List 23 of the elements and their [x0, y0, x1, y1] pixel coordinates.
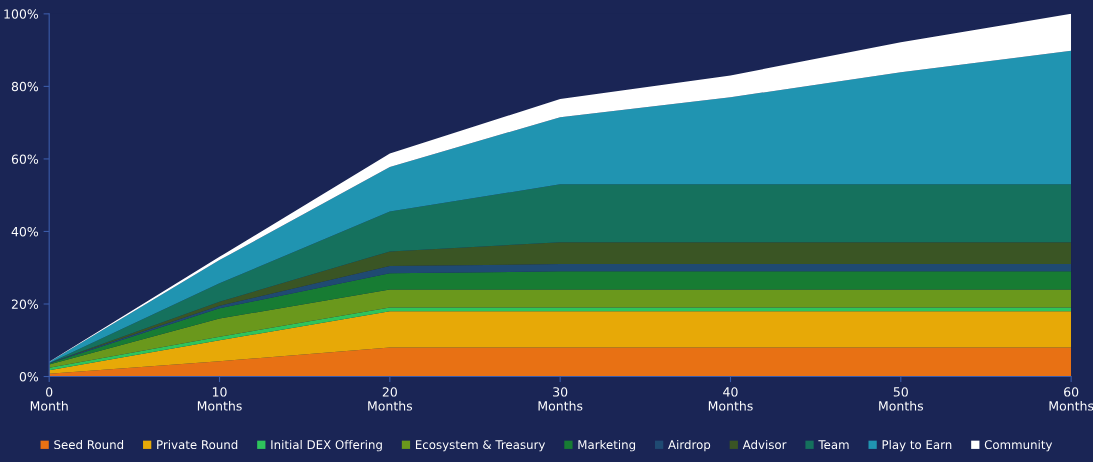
- legend-label: Play to Earn: [882, 439, 952, 452]
- y-tick-label: 100%: [4, 9, 39, 19]
- legend-label: Ecosystem & Treasury: [415, 440, 546, 452]
- x-tick-label: 30 Months: [538, 387, 583, 411]
- y-tick-label: 20%: [11, 299, 39, 309]
- legend-label: Community: [984, 439, 1053, 452]
- legend-label: Airdrop: [668, 439, 711, 452]
- y-tick-label: 60%: [11, 154, 39, 164]
- x-tick-label: 60 Months: [1049, 387, 1093, 411]
- x-tick-label: 0 Month: [30, 387, 68, 411]
- legend-label: Private Round: [157, 439, 238, 450]
- x-tick-label: 40 Months: [708, 387, 753, 411]
- y-tick-label: 0%: [19, 372, 39, 382]
- legend-label: Initial DEX Offering: [271, 439, 382, 452]
- legend-label: Marketing: [578, 439, 636, 452]
- y-tick-label: 40%: [11, 226, 39, 237]
- x-tick-label: 10 Months: [197, 387, 242, 411]
- legend-label: Seed Round: [54, 439, 124, 450]
- y-tick-label: 80%: [11, 81, 39, 92]
- legend-label: Team: [818, 440, 849, 450]
- x-tick-label: 50 Months: [879, 387, 924, 411]
- legend-label: Advisor: [742, 439, 787, 450]
- x-tick-label: 20 Months: [368, 387, 413, 411]
